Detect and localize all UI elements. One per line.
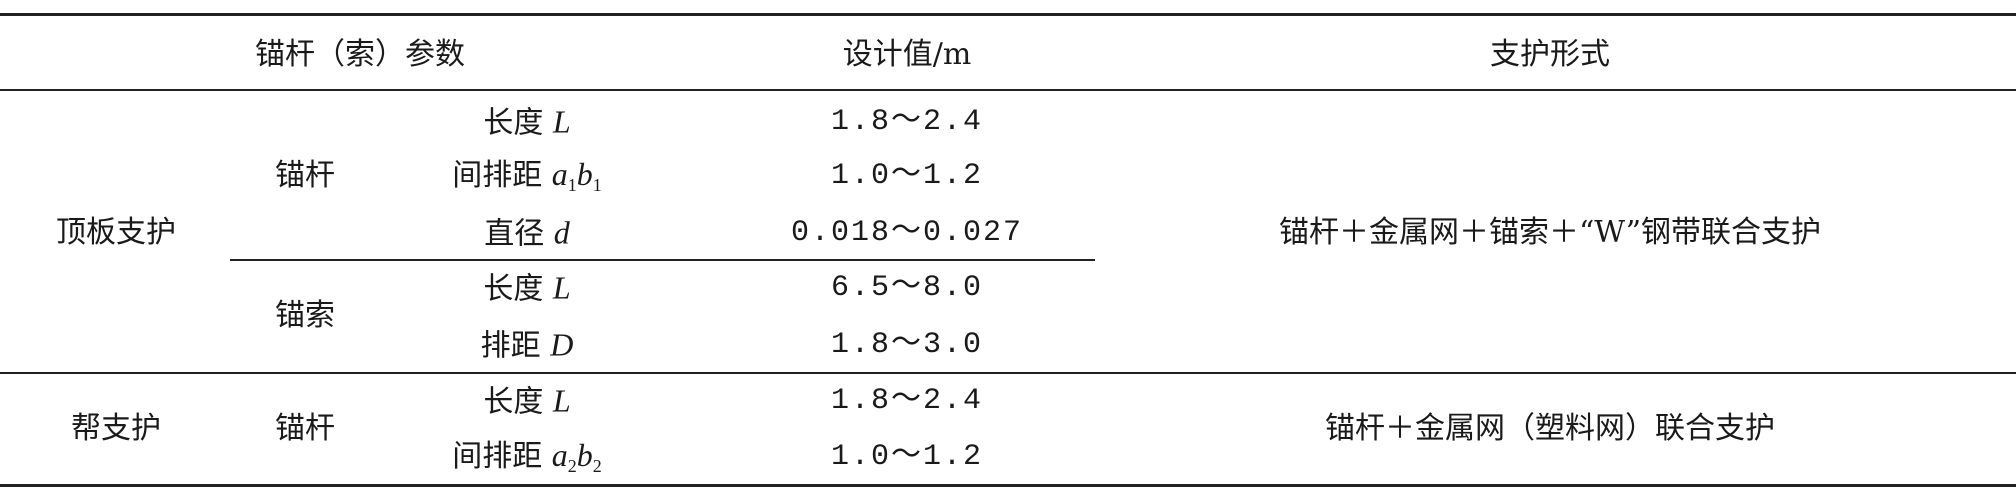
param-cell: 长度 L: [483, 382, 571, 420]
sub-rule: [230, 259, 1095, 261]
bottom-rule: [0, 484, 2016, 487]
param-cell: 间排距 a1b1: [452, 156, 602, 195]
header-param: 锚杆（索）参数: [255, 37, 465, 72]
top-rule: [0, 13, 2016, 16]
value-cell: 1.8～2.4: [830, 384, 984, 418]
roof-group: 顶板支护: [56, 215, 176, 250]
roof-cable-label: 锚索: [275, 298, 335, 333]
value-cell: 0.018～0.027: [790, 216, 1024, 250]
section-rule: [0, 372, 2016, 374]
param-cell: 间排距 a2b2: [452, 437, 602, 476]
value-cell: 1.0～1.2: [830, 440, 984, 474]
header-rule: [0, 89, 2016, 91]
value-cell: 1.0～1.2: [830, 159, 984, 193]
value-cell: 6.5～8.0: [830, 271, 984, 305]
param-cell: 排距 D: [480, 326, 574, 364]
roof-support: 锚杆＋金属网＋锚索＋“W”钢带联合支护: [1278, 215, 1822, 250]
header-support: 支护形式: [1490, 37, 1610, 72]
roof-bolt-label: 锚杆: [275, 158, 335, 193]
value-cell: 1.8～3.0: [830, 328, 984, 362]
rib-support: 锚杆＋金属网（塑料网）联合支护: [1325, 411, 1775, 446]
value-cell: 1.8～2.4: [830, 105, 984, 139]
header-value: 设计值/m: [842, 37, 972, 72]
param-cell: 直径 d: [484, 214, 570, 252]
rib-bolt-label: 锚杆: [275, 411, 335, 446]
param-cell: 长度 L: [483, 269, 571, 307]
rib-group: 帮支护: [71, 411, 161, 446]
param-cell: 长度 L: [483, 103, 571, 141]
